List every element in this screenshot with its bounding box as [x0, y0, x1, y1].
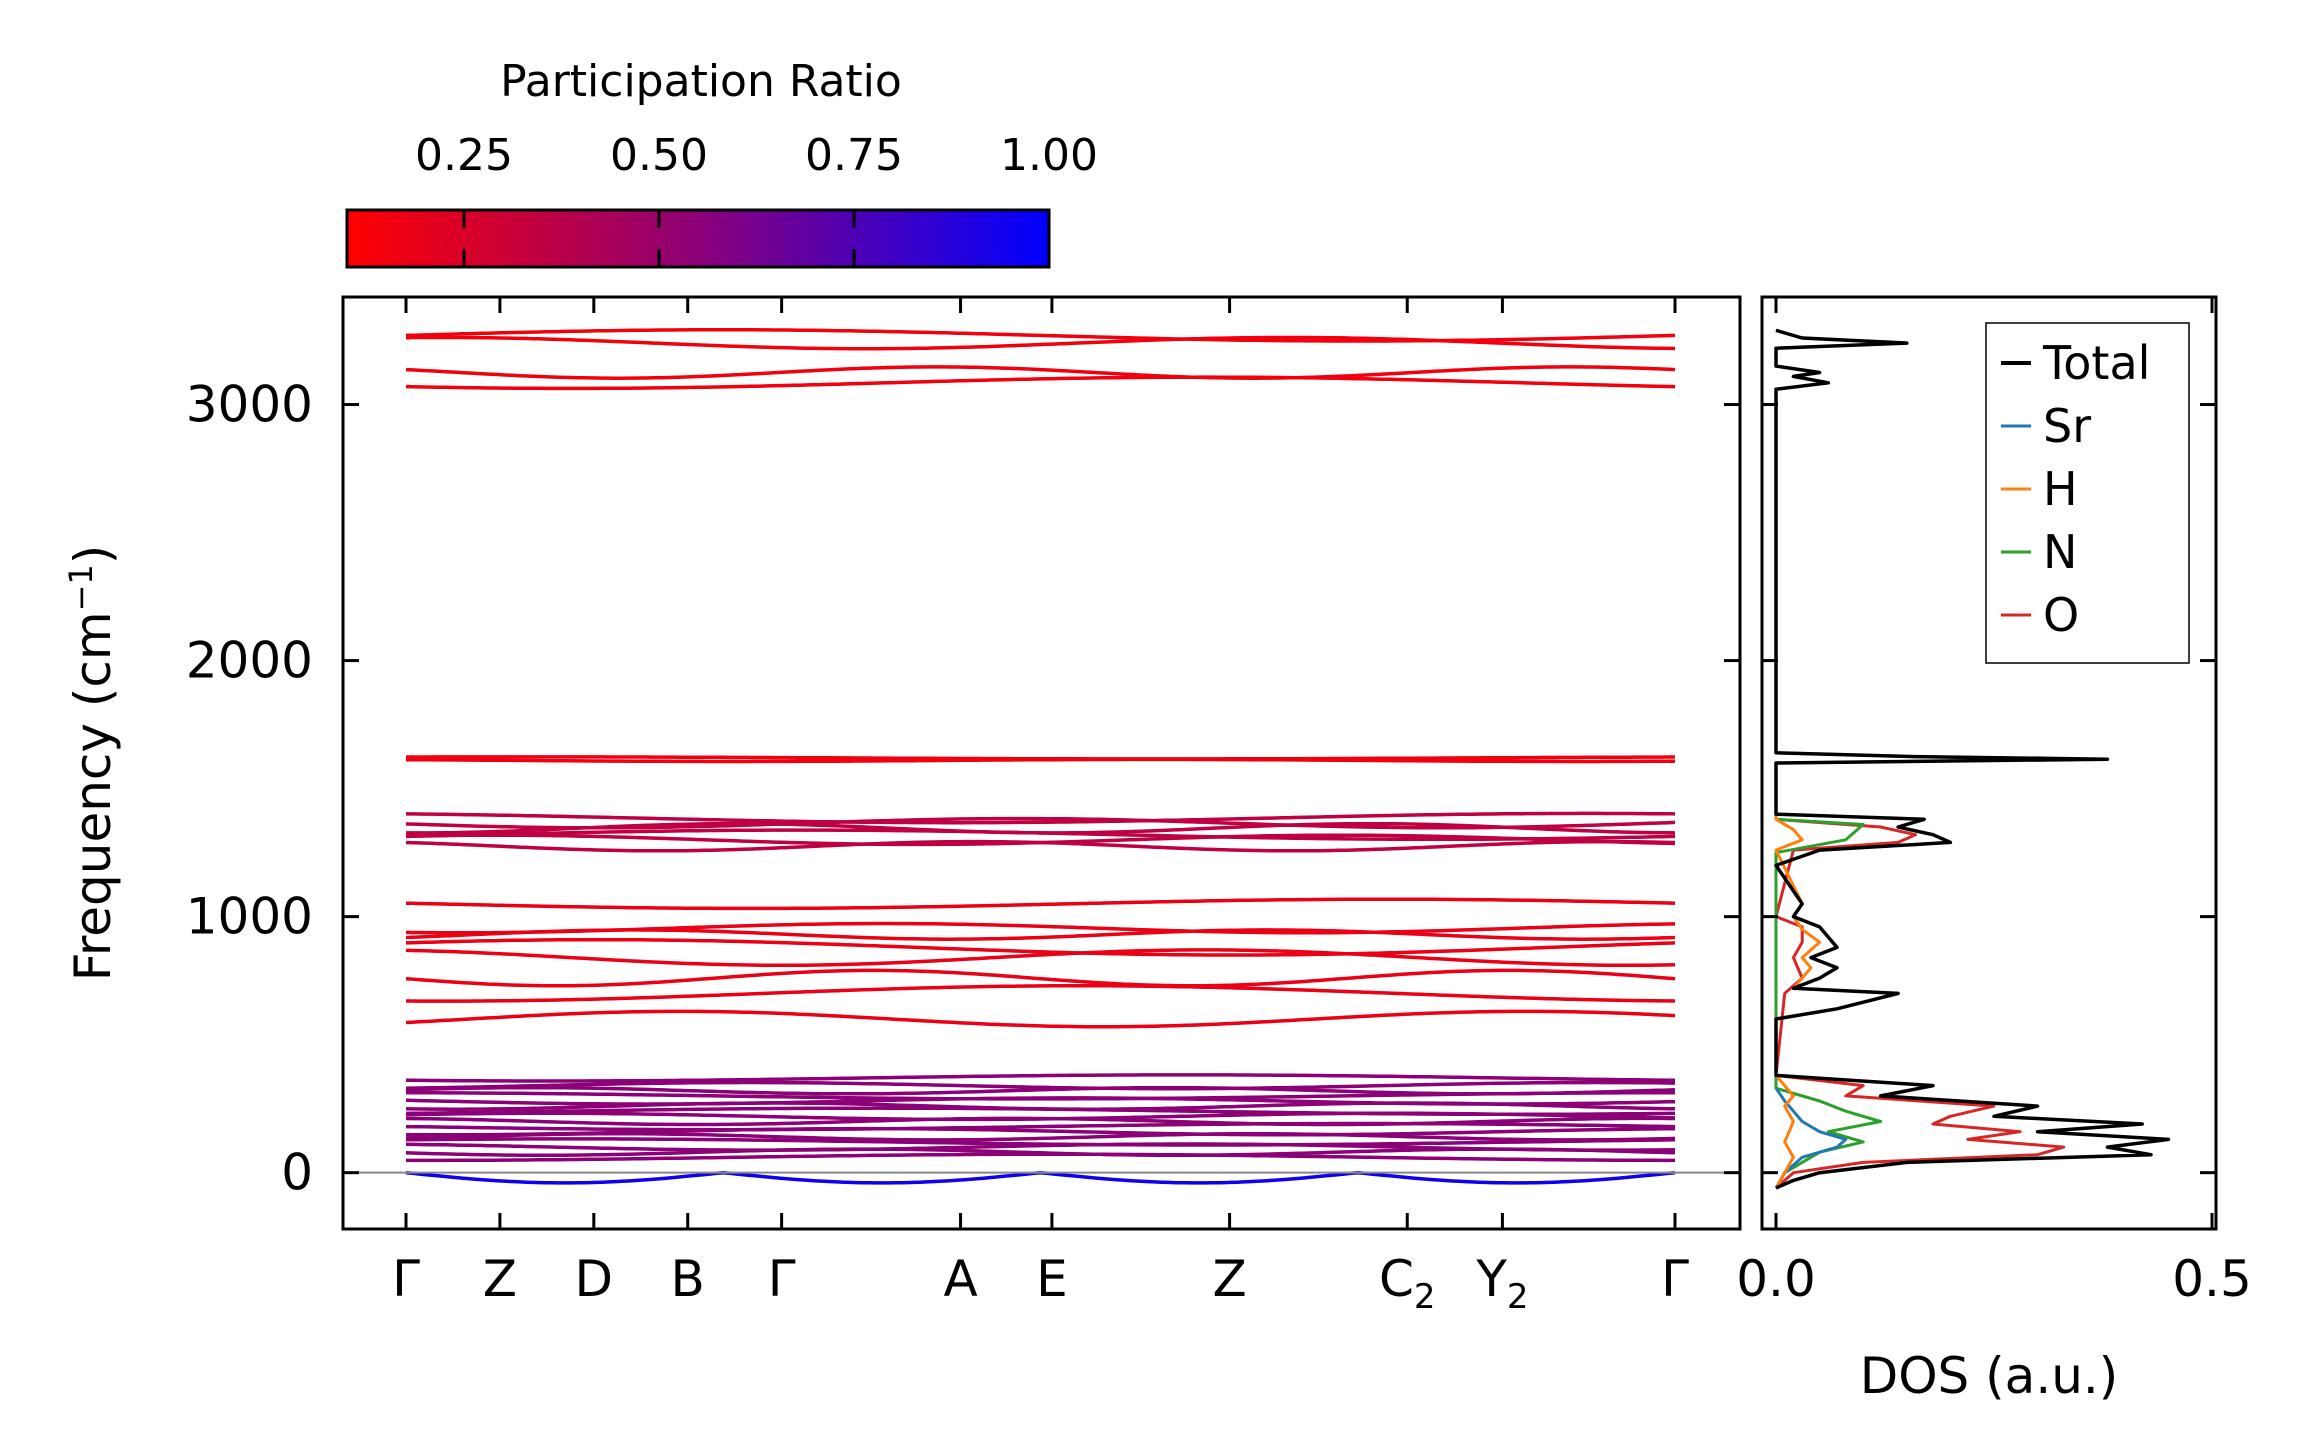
band-line [406, 1152, 1675, 1163]
legend-label: Total [2042, 336, 2150, 390]
band-line [405, 968, 1676, 988]
band-line [406, 1073, 1676, 1083]
band-lines [405, 328, 1676, 1185]
band-y-axis-title: Frequency (cm−1) [62, 545, 122, 982]
band-line [405, 1132, 1676, 1142]
band-line [405, 335, 1676, 351]
band-line [405, 897, 1676, 911]
band-line [406, 811, 1676, 825]
band-y-tick-label: 2000 [186, 632, 313, 690]
k-point-label: A [943, 1250, 977, 1308]
band-line [405, 375, 1676, 391]
dos-ticks: 0.0 0.5 [1736, 297, 2252, 1308]
legend-frame [1985, 322, 2190, 664]
colorbar-tick-label: 0.50 [610, 130, 708, 181]
k-point-label: D [575, 1250, 614, 1308]
band-axes-frame [341, 295, 1742, 1231]
dos-axes-frame [1760, 295, 2218, 1231]
band-line [405, 1170, 1676, 1185]
band-line [405, 928, 1676, 941]
k-point-label: Γ [768, 1250, 796, 1308]
band-y-ticks: 0 1000 2000 3000 [186, 376, 1740, 1202]
dos-series-o [1774, 817, 2066, 1190]
band-y-tick-label: 1000 [186, 888, 313, 946]
band-line [405, 839, 1676, 853]
colorbar-tick-label: 0.25 [415, 130, 513, 181]
k-point-label: Z [483, 1250, 517, 1308]
band-line [405, 937, 1676, 957]
band-y-tick-label: 0 [281, 1144, 313, 1202]
band-line [406, 984, 1676, 1003]
colorbar: Participation Ratio 0.25 0.50 0.75 1.00 [345, 56, 1098, 269]
legend-label: N [2043, 525, 2077, 579]
legend-label: O [2043, 588, 2079, 642]
k-point-label: Z [1212, 1250, 1246, 1308]
k-point-label: Y2 [1475, 1250, 1528, 1317]
dos-x-tick-label: 0.0 [1736, 1250, 1816, 1308]
colorbar-tick-label: 0.75 [805, 130, 903, 181]
k-point-label: Γ [392, 1250, 420, 1308]
colorbar-tick-labels: 0.25 0.50 0.75 1.00 [415, 130, 1098, 181]
band-line [405, 1009, 1676, 1029]
band-line [405, 948, 1676, 968]
colorbar-gradient [345, 208, 1051, 269]
band-line [405, 365, 1676, 380]
legend: Total Sr HNO [1985, 322, 2190, 664]
k-point-label: B [671, 1250, 705, 1308]
band-k-ticks: Γ Z D B Γ A E Z C2 Y2 Γ [392, 297, 1689, 1317]
dos-lines [1774, 328, 2171, 1190]
legend-label: Sr [2043, 399, 2091, 453]
colorbar-tick-label: 1.00 [1000, 130, 1098, 181]
k-point-label: E [1036, 1250, 1068, 1308]
k-point-label: Γ [1661, 1250, 1689, 1308]
dos-x-axis-title: DOS (a.u.) [1860, 1347, 2119, 1405]
colorbar-ticks [462, 210, 1051, 267]
dos-series-total [1774, 328, 2171, 1190]
dos-series-sr [1774, 1087, 1848, 1189]
band-line [405, 1121, 1676, 1132]
dos-panel: 0.0 0.5 DOS (a.u.) Total Sr HNO [1736, 295, 2252, 1405]
k-point-label: C2 [1379, 1250, 1436, 1317]
colorbar-title: Participation Ratio [500, 56, 902, 107]
band-y-tick-label: 3000 [186, 376, 313, 434]
legend-entries: Total Sr HNO [2001, 336, 2150, 642]
band-line [405, 1080, 1676, 1091]
legend-label: H [2043, 462, 2078, 516]
dos-x-tick-label: 0.5 [2172, 1250, 2252, 1308]
band-line [405, 828, 1676, 842]
band-line [406, 757, 1675, 764]
